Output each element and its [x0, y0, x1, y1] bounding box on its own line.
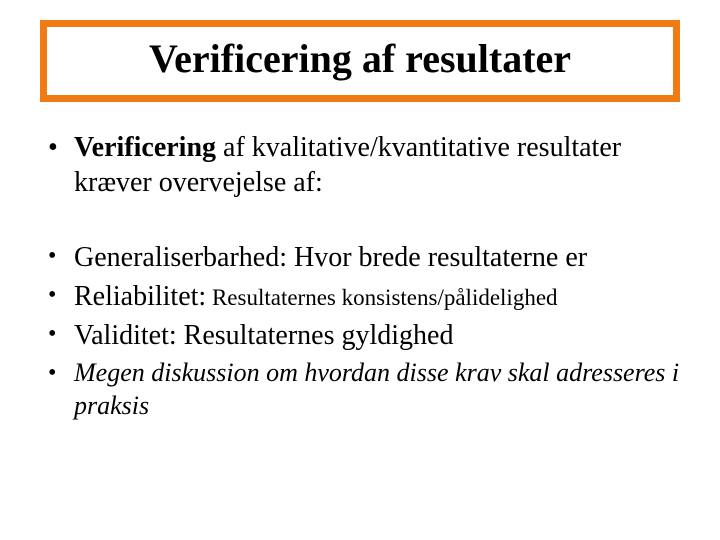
slide: Verificering af resultater • Verificerin…	[0, 0, 720, 540]
slide-title: Verificering af resultater	[67, 37, 653, 81]
item-label: Generaliserbarhed:	[74, 242, 287, 273]
bullet-group-details: • Generaliserbarhed: Hvor brede resultat…	[48, 240, 680, 422]
bullet-item: • Validitet: Resultaternes gyldighed	[48, 318, 680, 353]
bullet-item: • Reliabilitet: Resultaternes konsistens…	[48, 279, 680, 314]
item-desc: Resultaternes konsistens/pålidelighed	[206, 285, 557, 310]
bullet-icon: •	[48, 130, 74, 165]
item-label: Reliabilitet:	[74, 281, 206, 312]
bullet-text: Generaliserbarhed: Hvor brede resultater…	[74, 240, 680, 275]
bullet-text: Reliabilitet: Resultaternes konsistens/p…	[74, 279, 680, 314]
bullet-icon: •	[48, 240, 74, 272]
bullet-item: • Megen diskussion om hvordan disse krav…	[48, 357, 680, 422]
bullet-icon: •	[48, 357, 74, 389]
bullet-icon: •	[48, 318, 74, 350]
title-box: Verificering af resultater	[40, 20, 680, 102]
bullet-text: Verificering af kvalitative/kvantitative…	[74, 130, 680, 200]
content-area: • Verificering af kvalitative/kvantitati…	[40, 130, 680, 422]
bold-lead: Verificering	[74, 132, 216, 163]
item-label: Validitet:	[74, 320, 177, 351]
bullet-item: • Generaliserbarhed: Hvor brede resultat…	[48, 240, 680, 275]
bullet-text: Validitet: Resultaternes gyldighed	[74, 318, 680, 353]
bullet-item: • Verificering af kvalitative/kvantitati…	[48, 130, 680, 200]
item-desc: Megen diskussion om hvordan disse krav s…	[74, 358, 679, 420]
item-desc: Hvor brede resultaterne er	[287, 242, 587, 273]
item-desc: Resultaternes gyldighed	[177, 320, 454, 351]
bullet-text-italic: Megen diskussion om hvordan disse krav s…	[74, 357, 680, 422]
bullet-icon: •	[48, 279, 74, 311]
bullet-group-intro: • Verificering af kvalitative/kvantitati…	[48, 130, 680, 200]
